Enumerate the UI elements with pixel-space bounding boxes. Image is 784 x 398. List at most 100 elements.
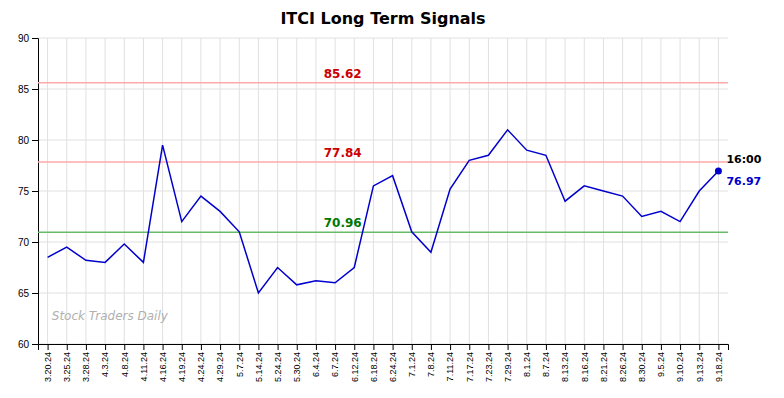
tick-mark (67, 344, 68, 350)
tick-label: 90 (18, 33, 30, 44)
tick: 9.5.24 (656, 344, 666, 377)
grid-line (373, 38, 374, 344)
grid-line (680, 38, 681, 344)
tick: 9.13.24 (695, 344, 705, 382)
tick-label: 70 (18, 237, 30, 248)
tick-mark (32, 38, 38, 39)
tick-mark (680, 344, 681, 350)
tick: 60 (18, 339, 38, 350)
tick-label: 7.8.24 (426, 352, 436, 377)
grid-line (354, 38, 355, 344)
tick-mark (316, 344, 317, 350)
tick-mark (32, 293, 38, 294)
grid-line (258, 38, 259, 344)
tick-label: 8.30.24 (637, 352, 647, 382)
tick: 7.1.24 (407, 344, 417, 377)
tick: 9.18.24 (714, 344, 724, 382)
tick: 4.29.24 (215, 344, 225, 382)
tick-label: 4.3.24 (100, 352, 110, 377)
tick-label: 6.18.24 (369, 352, 379, 382)
tick-label: 6.4.24 (311, 352, 321, 377)
tick: 6.18.24 (369, 344, 379, 382)
title: ITCI Long Term Signals (280, 9, 485, 28)
tick: 5.24.24 (273, 344, 283, 382)
tick: 6.12.24 (350, 344, 360, 382)
tick-label: 9.18.24 (714, 352, 724, 382)
tick-mark (565, 344, 566, 350)
grid-line (660, 38, 661, 344)
grid-line (584, 38, 585, 344)
tick-mark (124, 344, 125, 350)
tick: 8.13.24 (560, 344, 570, 382)
tick-mark (642, 344, 643, 350)
tick-label: 9.5.24 (656, 352, 666, 377)
tick-label: 7.23.24 (484, 352, 494, 382)
grid-line (105, 38, 106, 344)
tick-label: 3.25.24 (62, 352, 72, 382)
tick: 6.24.24 (388, 344, 398, 382)
tick: 8.21.24 (599, 344, 609, 382)
grid-line (430, 38, 431, 344)
tick: 6.7.24 (330, 344, 340, 377)
grid-line (220, 38, 221, 344)
tick-mark (32, 242, 38, 243)
reference-line (38, 82, 728, 84)
last-annotation: 76.97 (726, 175, 761, 188)
tick-mark (661, 344, 662, 350)
tick: 8.16.24 (580, 344, 590, 382)
tick-mark (258, 344, 259, 350)
last-annotation: 16:00 (726, 153, 761, 166)
tick-mark (32, 344, 38, 345)
tick: 9.10.24 (675, 344, 685, 382)
tick-label: 8.13.24 (560, 352, 570, 382)
reference-label: 85.62 (324, 67, 362, 81)
tick: 7.8.24 (426, 344, 436, 377)
grid-line (488, 38, 489, 344)
tick-mark (431, 344, 432, 350)
grid-line (143, 38, 144, 344)
grid-line (296, 38, 297, 344)
marks (38, 83, 728, 293)
tick: 8.30.24 (637, 344, 647, 382)
tick-label: 7.1.24 (407, 352, 417, 377)
tick: 90 (18, 33, 38, 44)
tick: 4.8.24 (120, 344, 130, 377)
grid-line (38, 38, 728, 39)
tick-label: 80 (18, 135, 30, 146)
tick-mark (86, 344, 87, 350)
tick-mark (278, 344, 279, 350)
tick-label: 9.10.24 (675, 352, 685, 382)
grid-line (162, 38, 163, 344)
tick-mark (393, 344, 394, 350)
x-axis: 3.20.243.25.243.28.244.3.244.8.244.11.24… (39, 344, 729, 382)
tick-label: 8.26.24 (618, 352, 628, 382)
axis-line (32, 39, 39, 345)
tick: 6.4.24 (311, 344, 321, 377)
tick-label: 4.16.24 (158, 352, 168, 382)
grid-line (239, 38, 240, 344)
tick-label: 75 (18, 186, 30, 197)
tick-mark (373, 344, 374, 350)
tick-mark (354, 344, 355, 350)
tick-label: 4.11.24 (139, 352, 149, 381)
grid-line (565, 38, 566, 344)
tick: 5.14.24 (254, 344, 264, 382)
tick: 70 (18, 237, 38, 248)
tick-label: 4.8.24 (120, 352, 130, 377)
data-line (48, 130, 719, 293)
tick-mark (603, 344, 604, 350)
tick: 8.7.24 (541, 344, 551, 377)
tick: 5.30.24 (292, 344, 302, 382)
tick-mark (584, 344, 585, 350)
tick: 4.11.24 (139, 344, 149, 381)
grid-line (622, 38, 623, 344)
tick-mark (508, 344, 509, 350)
tick-label: 65 (18, 288, 30, 299)
tick: 3.25.24 (62, 344, 72, 382)
tick-mark (201, 344, 202, 350)
tick-mark (335, 344, 336, 350)
tick: 80 (18, 135, 38, 146)
tick-mark (143, 344, 144, 350)
tick-label: 6.7.24 (330, 352, 340, 377)
tick: 4.24.24 (196, 344, 206, 382)
